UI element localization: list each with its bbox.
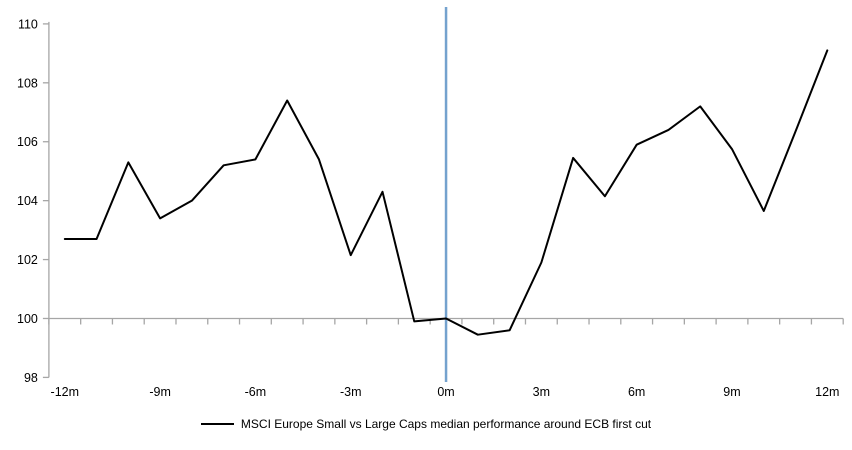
x-axis-label: -12m <box>51 385 79 399</box>
performance-line <box>63 49 829 336</box>
y-axis-label: 108 <box>17 76 38 90</box>
x-axis-label: -3m <box>340 385 362 399</box>
y-axis-label: 98 <box>24 371 38 385</box>
line-chart-canvas: 98 100 102 104 106 108 110 -12m -9m -6m -3m 0m 3m 6m 9… <box>17 7 844 399</box>
y-axis-label: 100 <box>17 312 38 326</box>
y-axis-label: 102 <box>17 253 38 267</box>
x-axis-label: -6m <box>245 385 267 399</box>
x-axis-label: 9m <box>723 385 740 399</box>
y-axis-label: 104 <box>17 194 38 208</box>
x-axis-label: 0m <box>437 385 454 399</box>
y-axis-label: 106 <box>17 135 38 149</box>
x-axis-label: -9m <box>149 385 171 399</box>
legend: MSCI Europe Small vs Large Caps median p… <box>0 417 852 431</box>
y-axis-label: 110 <box>18 17 38 31</box>
x-axis-label: 3m <box>533 385 550 399</box>
legend-line-sample-icon <box>200 423 234 425</box>
legend-label: MSCI Europe Small vs Large Caps median p… <box>240 417 652 431</box>
x-axis-label: 12m <box>815 385 839 399</box>
x-axis-label: 6m <box>628 385 645 399</box>
